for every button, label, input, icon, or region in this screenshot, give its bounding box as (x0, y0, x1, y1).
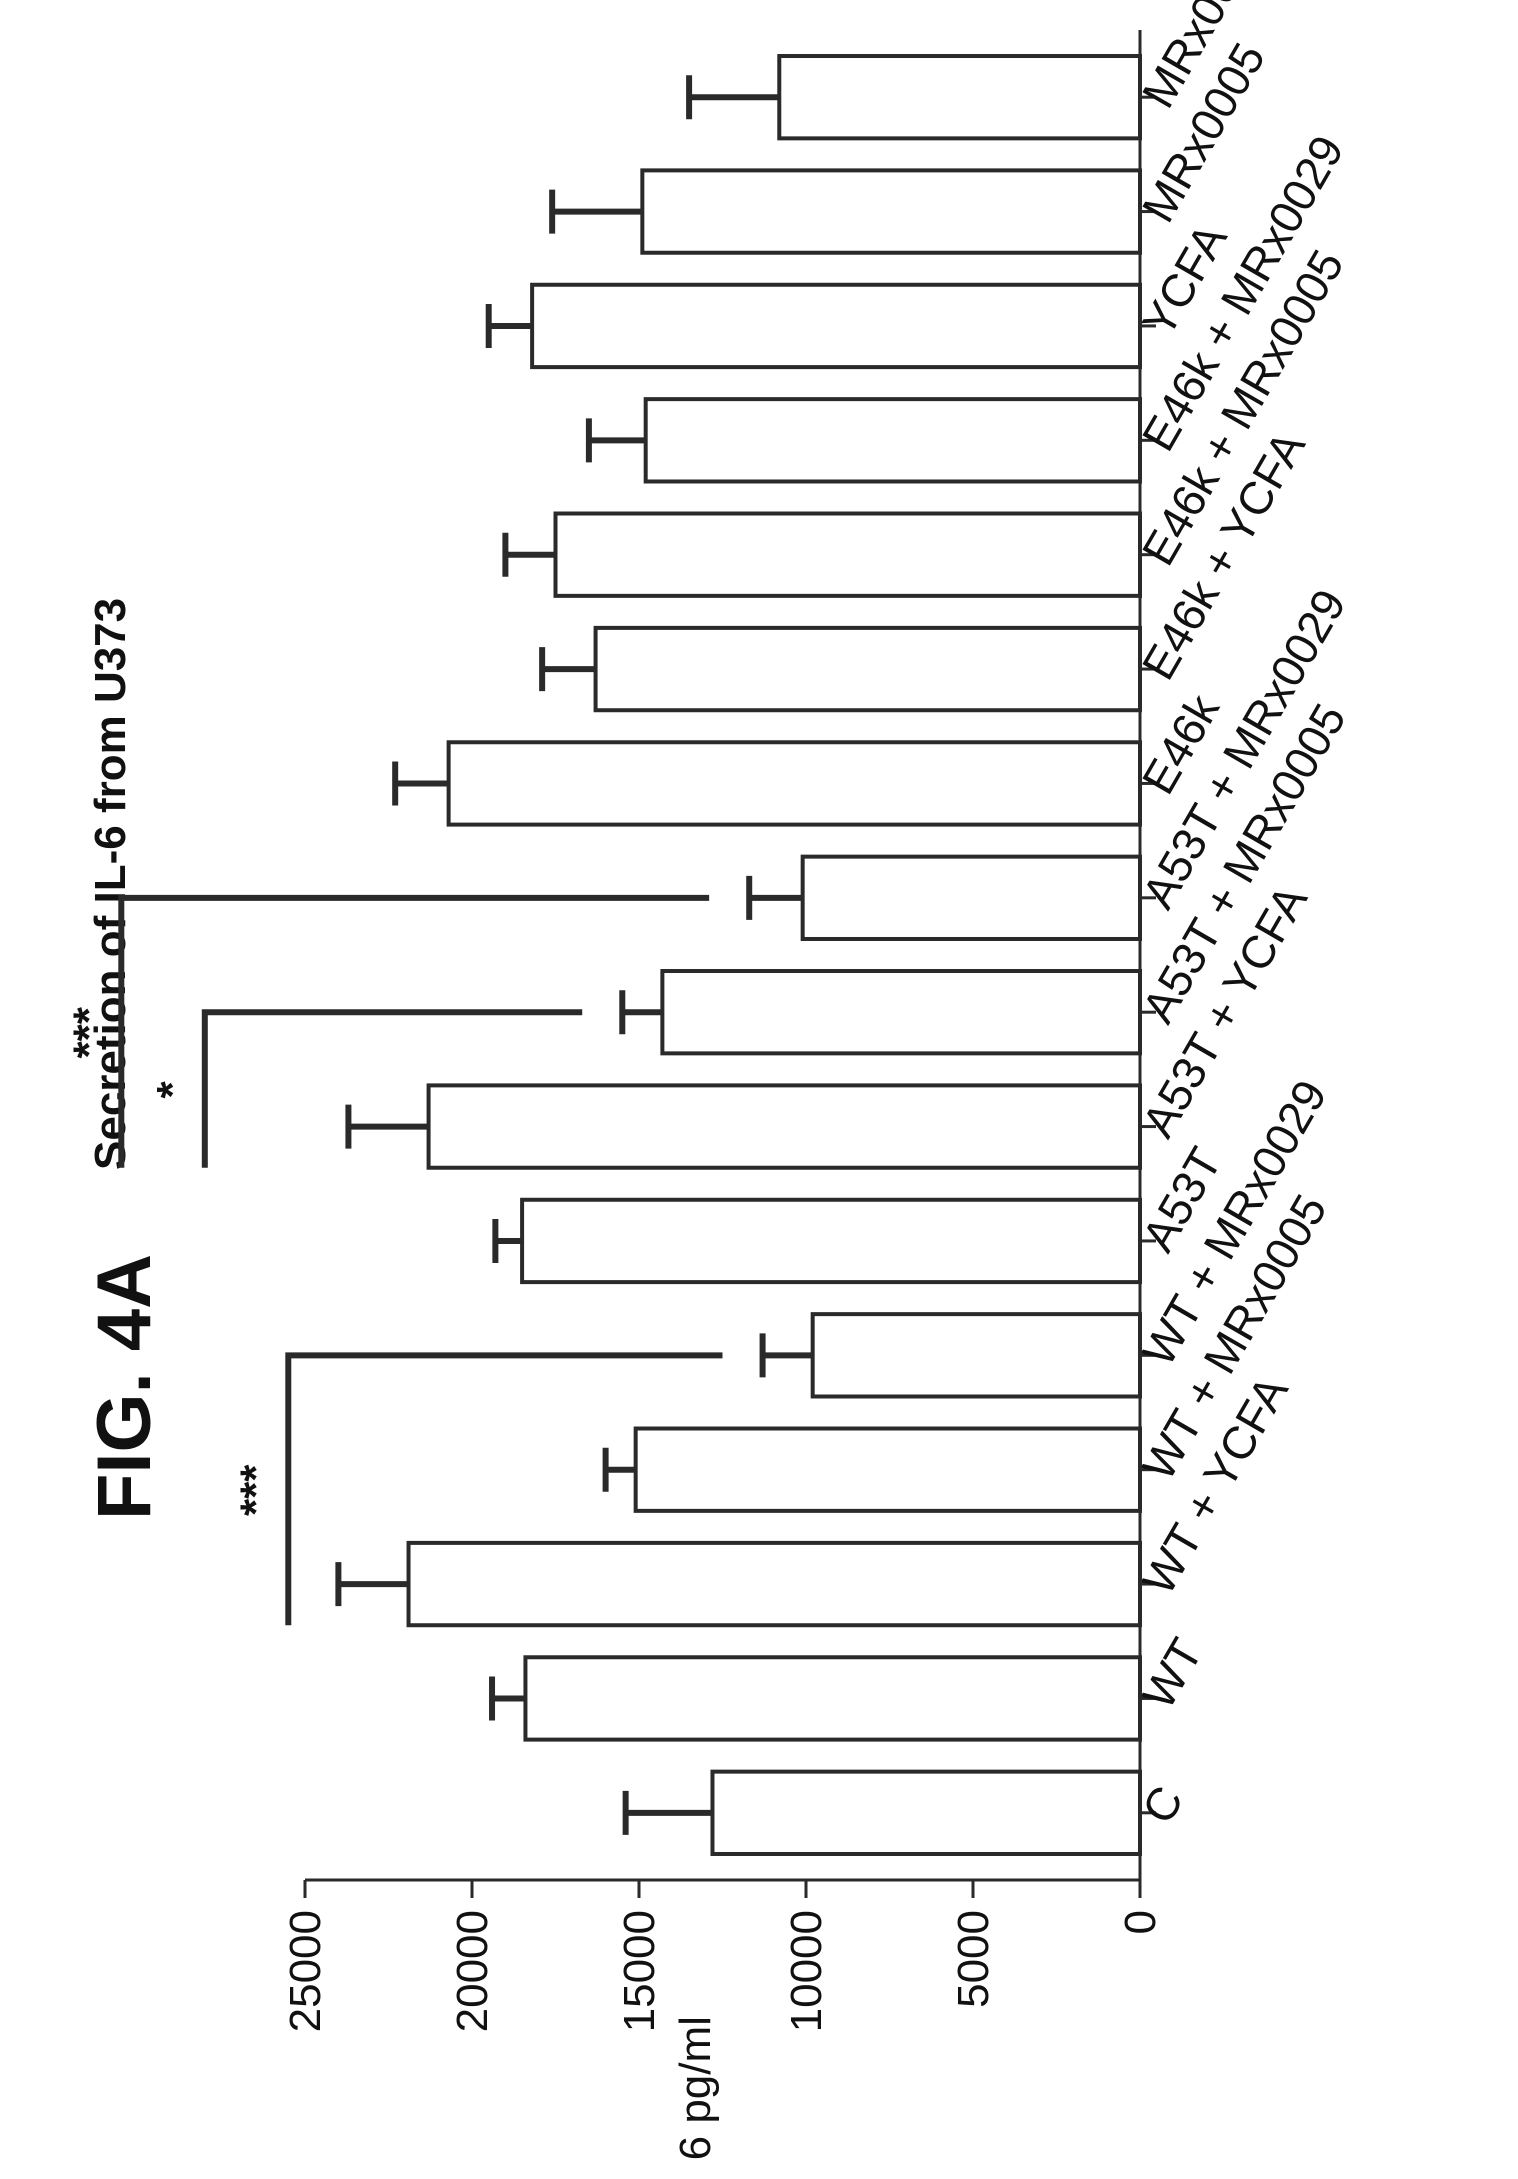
significance-label: * (148, 1081, 197, 1099)
bar-c (710, 1769, 1142, 1856)
figure-label: FIG. 4A (82, 1254, 167, 1520)
bar-a53t (520, 1197, 1142, 1285)
value-tick-label: 20000 (448, 1910, 497, 2032)
bar-wt-ycfa (406, 1540, 1143, 1628)
bar-ycfa (530, 282, 1142, 370)
bar-mrx0005 (640, 168, 1143, 255)
category-label: WT (1132, 1630, 1213, 1718)
bar-e46k (446, 740, 1142, 827)
y-axis-label: IL- 6 pg/ml (671, 2016, 720, 2174)
significance-bracket (201, 1009, 583, 1168)
significance-brackets: ******* (64, 894, 723, 1626)
value-tick-label: 10000 (782, 1910, 831, 2032)
value-tick-label: 5000 (949, 1910, 998, 2008)
value-tick-label: 15000 (615, 1910, 664, 2032)
bars (335, 54, 1143, 1856)
bar-wt (523, 1655, 1142, 1742)
significance-label: *** (64, 1006, 113, 1058)
bar-e46k-mrx0005 (553, 511, 1142, 598)
bar-e46k-mrx0029 (643, 397, 1142, 484)
significance-label: *** (231, 1464, 280, 1516)
value-tick-label: 0 (1116, 1910, 1165, 1934)
bar-a53t-mrx0029 (800, 854, 1142, 941)
significance-bracket (285, 1352, 723, 1626)
value-tick-label: 25000 (281, 1910, 330, 2032)
bar-wt-mrx0029 (810, 1312, 1142, 1399)
bar-a53t-mrx0005 (660, 969, 1142, 1056)
bar-wt-mrx0005 (633, 1426, 1142, 1513)
bar-a53t-ycfa (426, 1083, 1142, 1170)
bar-mrx0029 (777, 54, 1143, 141)
chart-title: Secretion of IL-6 from U373 (86, 598, 135, 1170)
significance-bracket (118, 894, 710, 1168)
bar-e46k-ycfa (593, 625, 1142, 713)
